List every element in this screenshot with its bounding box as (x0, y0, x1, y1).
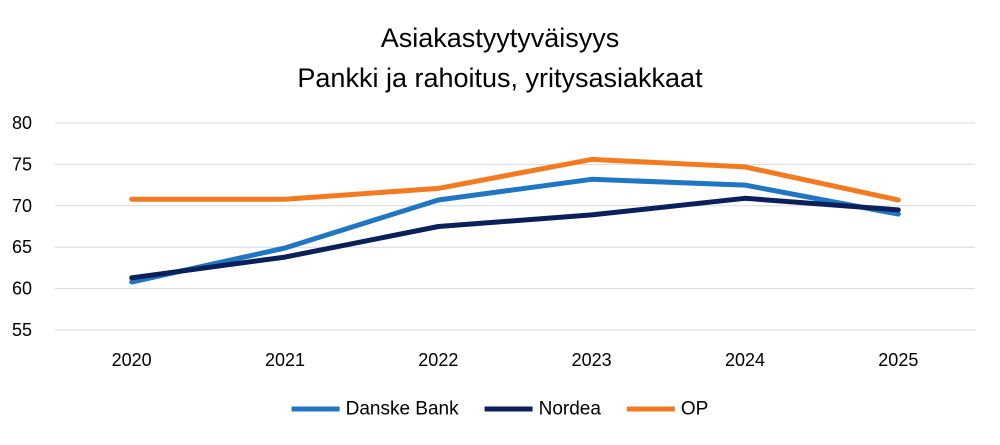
legend-label: OP (681, 399, 708, 420)
x-tick-label: 2023 (572, 350, 612, 370)
legend-label: Danske Bank (346, 399, 460, 420)
x-tick-label: 2022 (418, 350, 458, 370)
legend-item: OP (626, 399, 708, 420)
legend-label: Nordea (539, 399, 602, 420)
x-tick-label: 2020 (112, 350, 152, 370)
x-tick-label: 2021 (265, 350, 305, 370)
y-axis-ticks: 55 60 65 70 75 80 (12, 113, 32, 340)
x-tick-label: 2025 (878, 350, 918, 370)
x-tick-label: 2024 (725, 350, 765, 370)
y-tick-label: 60 (12, 279, 32, 299)
series-line-danske-bank (129, 176, 901, 285)
series-lines (129, 156, 901, 285)
y-tick-label: 80 (12, 113, 32, 133)
y-tick-label: 55 (12, 320, 32, 340)
y-tick-label: 75 (12, 154, 32, 174)
gridlines (55, 122, 975, 331)
legend: Danske Bank Nordea OP (291, 399, 708, 420)
series-line-op (129, 156, 901, 203)
y-tick-label: 70 (12, 196, 32, 216)
series-line-nordea (129, 195, 901, 281)
legend-item: Danske Bank (291, 399, 460, 420)
y-tick-label: 65 (12, 237, 32, 257)
chart-title: Asiakastyytyväisyys (381, 23, 620, 53)
x-axis-ticks: 2020 2021 2022 2023 2024 2025 (112, 350, 919, 370)
legend-item: Nordea (484, 399, 602, 420)
chart-subtitle: Pankki ja rahoitus, yritysasiakkaat (297, 63, 703, 93)
